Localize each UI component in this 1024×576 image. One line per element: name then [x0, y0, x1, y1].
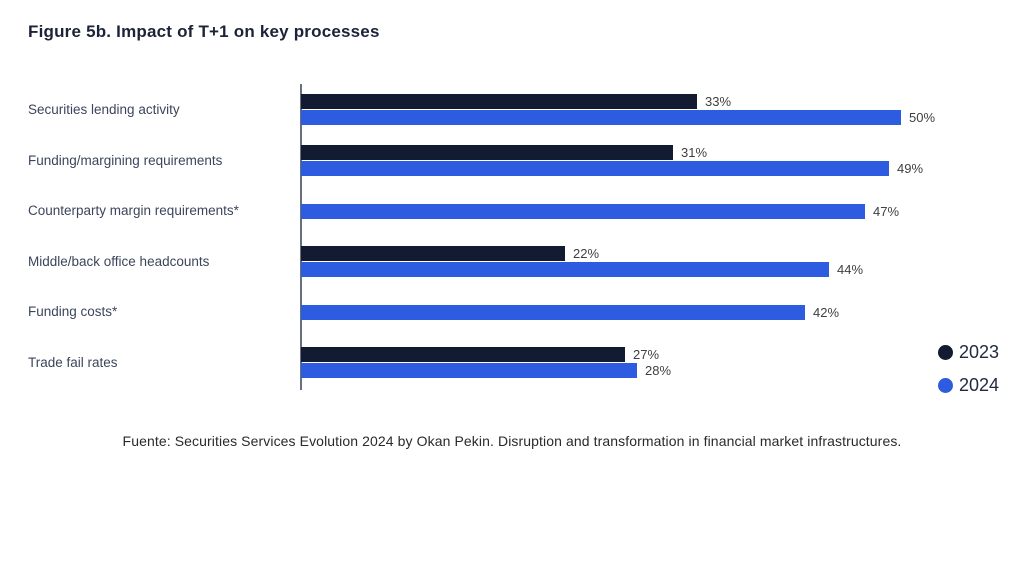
- legend-dot-2024-icon: [938, 378, 953, 393]
- legend-label-2024: 2024: [959, 375, 1000, 395]
- bar-value-label: 28%: [645, 362, 672, 378]
- bar-2023: [301, 94, 697, 109]
- bar-value-label: 33%: [705, 94, 732, 109]
- bar-2023: [301, 346, 625, 362]
- category-label: Trade fail rates: [28, 354, 118, 370]
- bar-value-label: 50%: [909, 110, 936, 125]
- bar-2024: [301, 110, 901, 125]
- category-label: Counterparty margin requirements*: [28, 203, 239, 218]
- figure-title: Figure 5b. Impact of T+1 on key processe…: [28, 22, 380, 41]
- bar-value-label: 31%: [681, 144, 708, 160]
- bar-value-label: 44%: [837, 261, 864, 277]
- category-label: Middle/back office headcounts: [28, 253, 210, 269]
- bar-value-label: 27%: [633, 346, 660, 362]
- legend-label-2023: 2023: [959, 342, 1000, 362]
- bar-2024: [301, 204, 865, 219]
- legend-item-2024: 2024: [938, 375, 999, 396]
- bar-2023: [301, 144, 673, 160]
- y-axis-line: [300, 84, 302, 390]
- category-label: Funding costs*: [28, 304, 118, 319]
- bar-2024: [301, 160, 889, 176]
- source-caption: Fuente: Securities Services Evolution 20…: [122, 433, 902, 449]
- bar-2023: [301, 245, 565, 261]
- bar-value-label: 42%: [813, 305, 840, 320]
- legend-dot-2023-icon: [938, 345, 953, 360]
- bar-value-label: 22%: [573, 245, 600, 261]
- category-label: Securities lending activity: [28, 102, 180, 117]
- chart-legend: 2023 2024: [938, 0, 1024, 576]
- bar-value-label: 47%: [873, 204, 900, 219]
- bar-value-label: 49%: [897, 160, 924, 176]
- bar-2024: [301, 362, 637, 378]
- category-label: Funding/margining requirements: [28, 152, 223, 168]
- legend-item-2023: 2023: [938, 342, 999, 363]
- bar-2024: [301, 305, 805, 320]
- bar-2024: [301, 261, 829, 277]
